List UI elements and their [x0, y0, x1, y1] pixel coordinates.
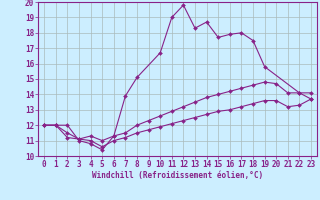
X-axis label: Windchill (Refroidissement éolien,°C): Windchill (Refroidissement éolien,°C)	[92, 171, 263, 180]
